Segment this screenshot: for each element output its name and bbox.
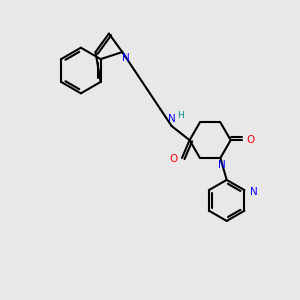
Text: N: N xyxy=(218,160,226,170)
Text: N: N xyxy=(122,52,130,63)
Text: H: H xyxy=(177,110,184,119)
Text: N: N xyxy=(168,114,176,124)
Text: O: O xyxy=(169,154,178,164)
Text: N: N xyxy=(250,187,258,196)
Text: O: O xyxy=(246,135,254,145)
